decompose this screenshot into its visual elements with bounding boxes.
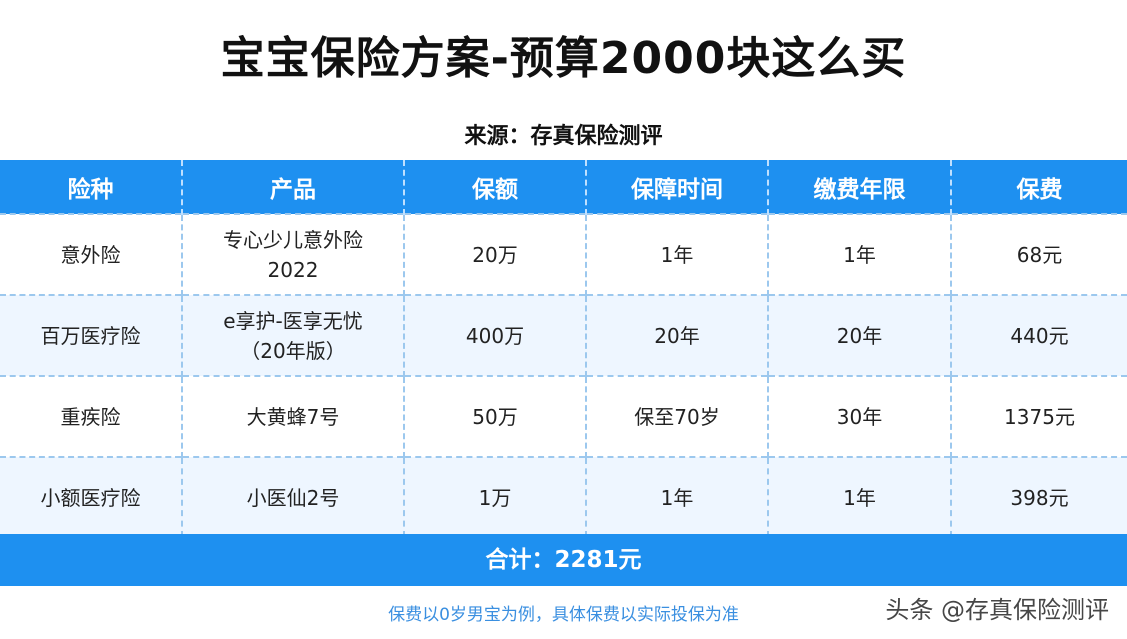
cell-amount: 400万 [403, 294, 586, 376]
header-payment: 缴费年限 [767, 160, 951, 214]
header-amount: 保额 [403, 160, 586, 214]
cell-premium: 440元 [950, 294, 1127, 376]
cell-product: 小医仙2号 [181, 456, 404, 537]
cell-type: 小额医疗险 [0, 456, 182, 537]
watermark: 头条 @存真保险测评 [885, 596, 1109, 624]
product-name: 专心少儿意外险 [223, 227, 363, 252]
cell-product: e享护-医享无忧 （20年版） [181, 294, 404, 376]
cell-coverage: 保至70岁 [585, 375, 768, 457]
source-label: 来源：存真保险测评 [464, 124, 663, 149]
cell-coverage: 1年 [585, 213, 768, 295]
table-body: 意外险 专心少儿意外险 2022 20万 1年 1年 68元 百万医疗险 e享护… [0, 213, 1127, 537]
footnote: 保费以0岁男宝为例，具体保费以实际投保为准 [388, 605, 739, 625]
cell-amount: 20万 [403, 213, 586, 295]
page-title: 宝宝保险方案-预算2000块这么买 [220, 33, 907, 84]
table-row: 重疾险 大黄蜂7号 50万 保至70岁 30年 1375元 [0, 375, 1127, 457]
plan-table: 险种 产品 保额 保障时间 缴费年限 保费 意外险 专心少儿意外险 2022 2… [0, 160, 1127, 537]
cell-coverage: 20年 [585, 294, 768, 376]
cell-payment: 1年 [767, 213, 951, 295]
table-row: 意外险 专心少儿意外险 2022 20万 1年 1年 68元 [0, 213, 1127, 295]
cell-payment: 20年 [767, 294, 951, 376]
header-product: 产品 [181, 160, 404, 214]
total-bar: 合计：2281元 [0, 534, 1127, 586]
product-name: e享护-医享无忧 [223, 308, 363, 333]
cell-amount: 1万 [403, 456, 586, 537]
header-row: 险种 产品 保额 保障时间 缴费年限 保费 [0, 160, 1127, 214]
header-premium: 保费 [950, 160, 1127, 214]
cell-amount: 50万 [403, 375, 586, 457]
cell-type: 百万医疗险 [0, 294, 182, 376]
cell-premium: 1375元 [950, 375, 1127, 457]
table-row: 百万医疗险 e享护-医享无忧 （20年版） 400万 20年 20年 440元 [0, 294, 1127, 376]
cell-premium: 68元 [950, 213, 1127, 295]
insurance-table: 险种 产品 保额 保障时间 缴费年限 保费 意外险 专心少儿意外险 2022 2… [0, 160, 1127, 537]
table-header: 险种 产品 保额 保障时间 缴费年限 保费 [0, 160, 1127, 214]
cell-type: 意外险 [0, 213, 182, 295]
product-version: 2022 [267, 257, 319, 282]
header-coverage: 保障时间 [585, 160, 768, 214]
cell-coverage: 1年 [585, 456, 768, 537]
cell-product: 大黄蜂7号 [181, 375, 404, 457]
table-row: 小额医疗险 小医仙2号 1万 1年 1年 398元 [0, 456, 1127, 537]
cell-type: 重疾险 [0, 375, 182, 457]
cell-payment: 1年 [767, 456, 951, 537]
product-version: （20年版） [240, 338, 346, 363]
cell-product: 专心少儿意外险 2022 [181, 213, 404, 295]
header-type: 险种 [0, 160, 182, 214]
cell-payment: 30年 [767, 375, 951, 457]
cell-premium: 398元 [950, 456, 1127, 537]
